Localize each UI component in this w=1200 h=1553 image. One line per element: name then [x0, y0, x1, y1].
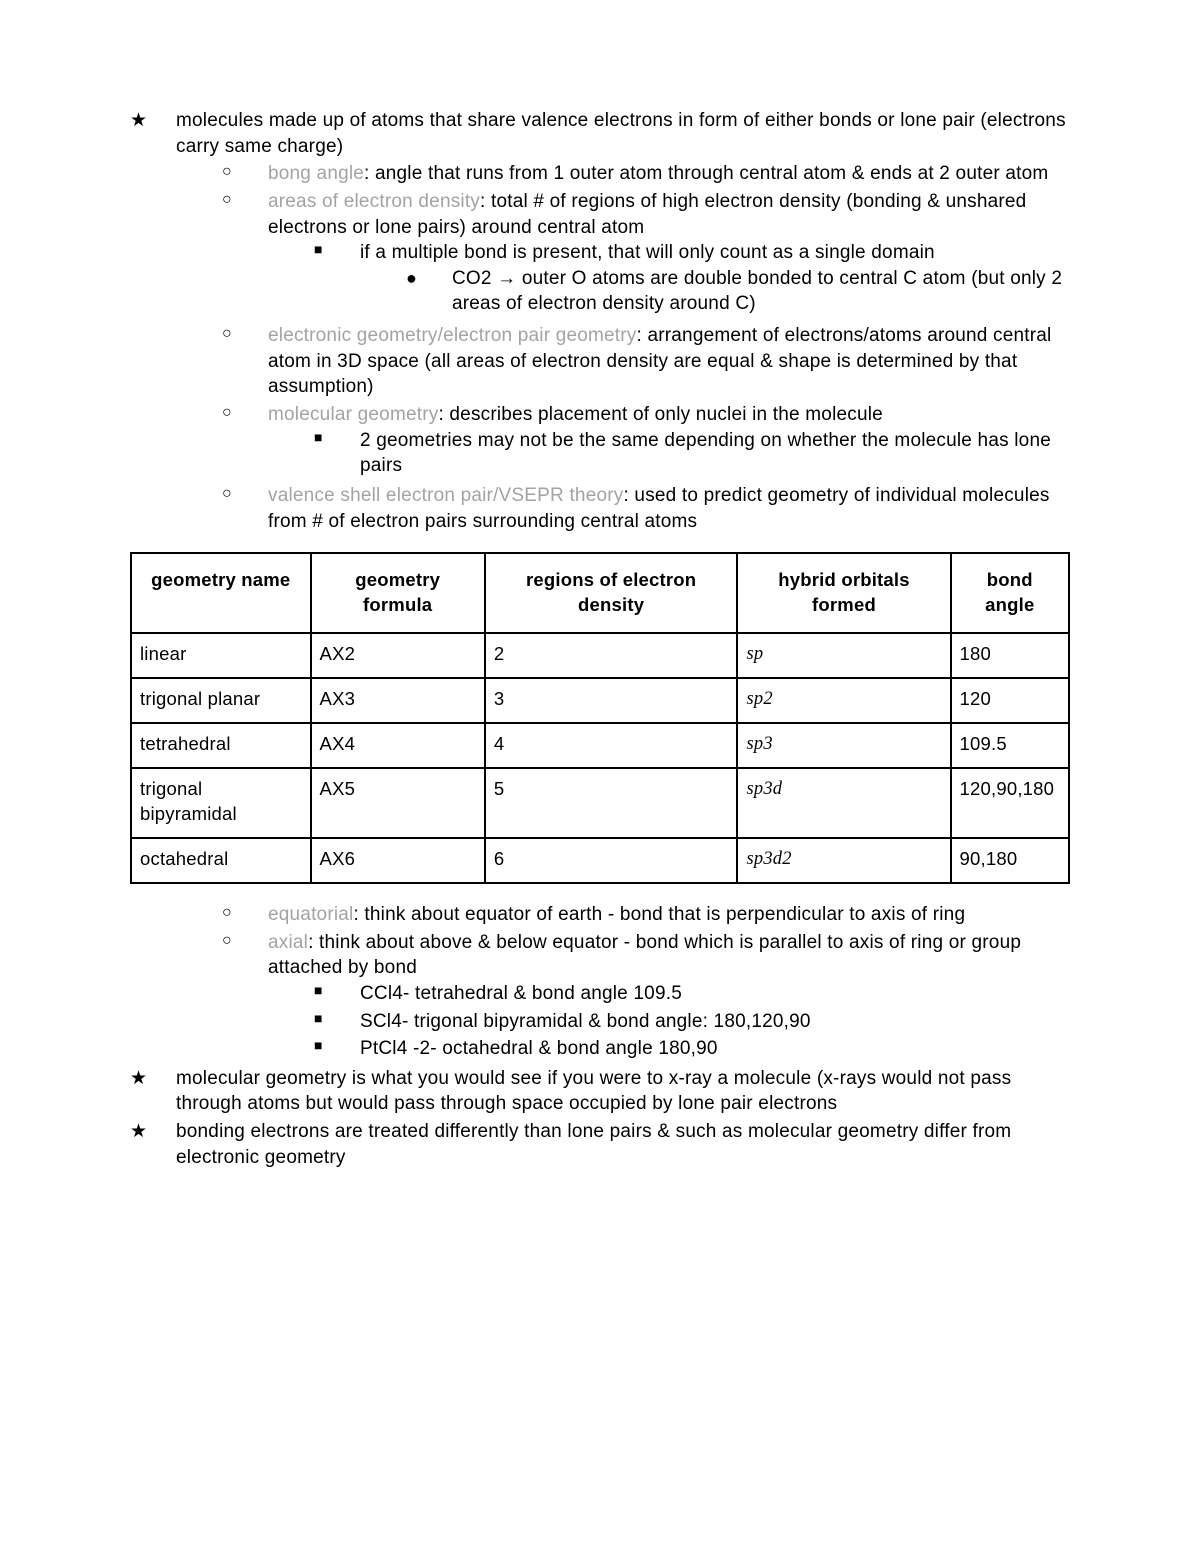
table-cell: sp2	[737, 678, 950, 723]
term-text: molecular geometry	[268, 404, 438, 425]
table-cell: AX3	[311, 678, 485, 723]
circle-icon: ○	[222, 902, 268, 928]
list-item: ■ SCl4- trigonal bipyramidal & bond angl…	[314, 1009, 1070, 1035]
list-item: ● CO2 → outer O atoms are double bonded …	[406, 266, 1070, 317]
table-cell: 90,180	[951, 838, 1069, 883]
circle-icon: ○	[222, 483, 268, 534]
body-text: CO2 → outer O atoms are double bonded to…	[452, 266, 1070, 317]
geometry-table: geometry name geometry formula regions o…	[130, 552, 1070, 884]
body-text: valence shell electron pair/VSEPR theory…	[268, 483, 1070, 534]
list-item: ■ if a multiple bond is present, that wi…	[314, 240, 1070, 319]
table-header: bond angle	[951, 553, 1069, 633]
list-item: ○ molecular geometry: describes placemen…	[222, 402, 1070, 481]
list-item: ■ PtCl4 -2- octahedral & bond angle 180,…	[314, 1036, 1070, 1062]
square-icon: ■	[314, 1036, 360, 1062]
table-cell: trigonal bipyramidal	[131, 768, 311, 838]
body-text: molecules made up of atoms that share va…	[176, 108, 1070, 159]
table-header-row: geometry name geometry formula regions o…	[131, 553, 1069, 633]
circle-icon: ○	[222, 189, 268, 321]
body-text: : think about equator of earth - bond th…	[353, 904, 965, 925]
table-cell: 6	[485, 838, 738, 883]
list-item: ○ equatorial: think about equator of ear…	[222, 902, 1070, 928]
table-cell: octahedral	[131, 838, 311, 883]
table-row: tetrahedral AX4 4 sp3 109.5	[131, 723, 1069, 768]
body-text: molecular geometry: describes placement …	[268, 402, 1070, 481]
table-cell: linear	[131, 633, 311, 678]
table-cell: tetrahedral	[131, 723, 311, 768]
body-text: SCl4- trigonal bipyramidal & bond angle:…	[360, 1009, 1070, 1035]
table-cell: sp3d2	[737, 838, 950, 883]
table-cell: sp3d	[737, 768, 950, 838]
table-cell: AX5	[311, 768, 485, 838]
table-row: octahedral AX6 6 sp3d2 90,180	[131, 838, 1069, 883]
table-cell: 2	[485, 633, 738, 678]
body-text: equatorial: think about equator of earth…	[268, 902, 1070, 928]
star-icon: ★	[130, 108, 176, 159]
list-item: ○ axial: think about above & below equat…	[222, 930, 1070, 1064]
term-text: valence shell electron pair/VSEPR theory	[268, 485, 623, 506]
table-cell: AX4	[311, 723, 485, 768]
body-text: 2 geometries may not be the same dependi…	[360, 428, 1070, 479]
table-cell: 120	[951, 678, 1069, 723]
body-text: molecular geometry is what you would see…	[176, 1066, 1070, 1117]
table-cell: 3	[485, 678, 738, 723]
term-text: areas of electron density	[268, 191, 480, 212]
circle-icon: ○	[222, 402, 268, 481]
term-text: equatorial	[268, 904, 353, 925]
list-item: ★ molecules made up of atoms that share …	[130, 108, 1070, 159]
circle-icon: ○	[222, 930, 268, 1064]
table-header: regions of electron density	[485, 553, 738, 633]
list-item: ■ 2 geometries may not be the same depen…	[314, 428, 1070, 479]
square-icon: ■	[314, 1009, 360, 1035]
table-cell: 5	[485, 768, 738, 838]
term-text: bong angle	[268, 163, 364, 184]
list-item: ■ CCl4- tetrahedral & bond angle 109.5	[314, 981, 1070, 1007]
term-text: electronic geometry/electron pair geomet…	[268, 325, 637, 346]
body-text: : describes placement of only nuclei in …	[438, 404, 882, 425]
table-cell: 4	[485, 723, 738, 768]
circle-icon: ○	[222, 323, 268, 400]
list-item: ○ areas of electron density: total # of …	[222, 189, 1070, 321]
table-row: linear AX2 2 sp 180	[131, 633, 1069, 678]
table-cell: AX6	[311, 838, 485, 883]
list-item: ○ bong angle: angle that runs from 1 out…	[222, 161, 1070, 187]
body-text: CCl4- tetrahedral & bond angle 109.5	[360, 981, 1070, 1007]
body-text: axial: think about above & below equator…	[268, 930, 1070, 1064]
dot-icon: ●	[406, 266, 452, 317]
table-header: geometry formula	[311, 553, 485, 633]
square-icon: ■	[314, 428, 360, 479]
table-cell: sp	[737, 633, 950, 678]
square-icon: ■	[314, 981, 360, 1007]
table-cell: AX2	[311, 633, 485, 678]
circle-icon: ○	[222, 161, 268, 187]
table-row: trigonal bipyramidal AX5 5 sp3d 120,90,1…	[131, 768, 1069, 838]
body-text: : angle that runs from 1 outer atom thro…	[364, 163, 1048, 184]
star-icon: ★	[130, 1119, 176, 1170]
page-content: ★ molecules made up of atoms that share …	[0, 0, 1200, 1553]
list-item: ★ bonding electrons are treated differen…	[130, 1119, 1070, 1170]
table-row: trigonal planar AX3 3 sp2 120	[131, 678, 1069, 723]
square-icon: ■	[314, 240, 360, 319]
body-text: areas of electron density: total # of re…	[268, 189, 1070, 321]
table-cell: trigonal planar	[131, 678, 311, 723]
table-cell: 180	[951, 633, 1069, 678]
body-text: electronic geometry/electron pair geomet…	[268, 323, 1070, 400]
list-item: ★ molecular geometry is what you would s…	[130, 1066, 1070, 1117]
term-text: axial	[268, 932, 308, 953]
star-icon: ★	[130, 1066, 176, 1117]
body-text: bong angle: angle that runs from 1 outer…	[268, 161, 1070, 187]
list-item: ○ electronic geometry/electron pair geom…	[222, 323, 1070, 400]
table-cell: 120,90,180	[951, 768, 1069, 838]
body-text: PtCl4 -2- octahedral & bond angle 180,90	[360, 1036, 1070, 1062]
table-header: geometry name	[131, 553, 311, 633]
table-cell: sp3	[737, 723, 950, 768]
body-text: if a multiple bond is present, that will…	[360, 240, 1070, 319]
table-header: hybrid orbitals formed	[737, 553, 950, 633]
table-cell: 109.5	[951, 723, 1069, 768]
list-item: ○ valence shell electron pair/VSEPR theo…	[222, 483, 1070, 534]
body-text: : think about above & below equator - bo…	[268, 932, 1021, 979]
body-text: bonding electrons are treated differentl…	[176, 1119, 1070, 1170]
